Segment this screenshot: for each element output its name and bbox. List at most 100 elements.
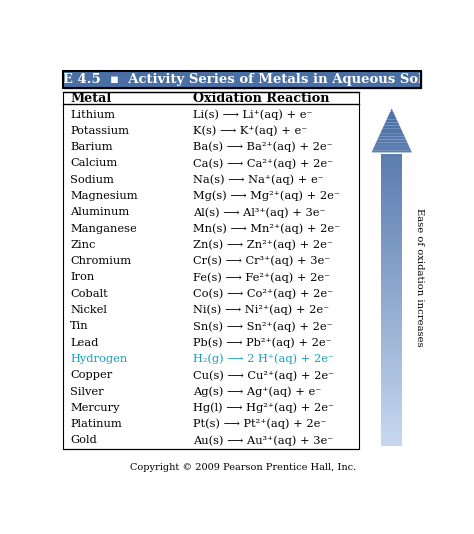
Text: Aluminum: Aluminum	[70, 207, 129, 217]
Polygon shape	[382, 418, 402, 421]
Polygon shape	[382, 356, 402, 359]
Text: Zinc: Zinc	[70, 240, 96, 250]
Polygon shape	[382, 128, 402, 131]
Polygon shape	[382, 342, 402, 345]
Text: Fe(s) ⟶ Fe²⁺(aq) + 2e⁻: Fe(s) ⟶ Fe²⁺(aq) + 2e⁻	[193, 272, 330, 283]
Text: Co(s) ⟶ Co²⁺(aq) + 2e⁻: Co(s) ⟶ Co²⁺(aq) + 2e⁻	[193, 288, 333, 299]
Polygon shape	[382, 261, 402, 263]
Polygon shape	[376, 139, 407, 142]
Polygon shape	[382, 244, 402, 247]
Polygon shape	[382, 379, 402, 382]
Polygon shape	[382, 179, 402, 182]
Text: Iron: Iron	[70, 272, 94, 282]
Text: Magnesium: Magnesium	[70, 191, 138, 201]
Polygon shape	[382, 359, 402, 362]
Polygon shape	[383, 125, 401, 128]
Polygon shape	[382, 224, 402, 227]
Polygon shape	[382, 433, 402, 435]
Polygon shape	[382, 444, 402, 446]
Text: Pb(s) ⟶ Pb²⁺(aq) + 2e⁻: Pb(s) ⟶ Pb²⁺(aq) + 2e⁻	[193, 337, 332, 348]
Text: Chromium: Chromium	[70, 256, 131, 266]
Polygon shape	[382, 373, 402, 376]
Polygon shape	[382, 309, 402, 311]
Polygon shape	[382, 303, 402, 305]
Polygon shape	[389, 111, 394, 114]
Polygon shape	[382, 154, 402, 156]
Polygon shape	[382, 340, 402, 342]
Polygon shape	[382, 297, 402, 300]
Polygon shape	[382, 176, 402, 179]
Polygon shape	[382, 398, 402, 402]
Text: Na(s) ⟶ Na⁺(aq) + e⁻: Na(s) ⟶ Na⁺(aq) + e⁻	[193, 175, 324, 185]
Polygon shape	[382, 249, 402, 252]
Polygon shape	[382, 404, 402, 407]
Polygon shape	[382, 351, 402, 354]
Polygon shape	[382, 235, 402, 238]
Text: Sodium: Sodium	[70, 175, 114, 185]
Polygon shape	[382, 345, 402, 348]
Text: Mg(s) ⟶ Mg²⁺(aq) + 2e⁻: Mg(s) ⟶ Mg²⁺(aq) + 2e⁻	[193, 191, 340, 201]
Polygon shape	[372, 151, 412, 152]
Polygon shape	[382, 334, 402, 336]
Text: Calcium: Calcium	[70, 159, 118, 168]
Text: Metal: Metal	[70, 91, 111, 105]
Polygon shape	[382, 376, 402, 379]
Text: Silver: Silver	[70, 387, 104, 397]
Text: Mercury: Mercury	[70, 403, 120, 413]
Polygon shape	[382, 429, 402, 433]
Text: Sn(s) ⟶ Sn²⁺(aq) + 2e⁻: Sn(s) ⟶ Sn²⁺(aq) + 2e⁻	[193, 321, 333, 332]
Polygon shape	[377, 137, 406, 139]
Text: Ease of oxidation increases: Ease of oxidation increases	[415, 208, 424, 347]
Polygon shape	[382, 266, 402, 269]
Text: Nickel: Nickel	[70, 305, 107, 315]
Polygon shape	[382, 325, 402, 328]
Polygon shape	[384, 123, 400, 125]
Polygon shape	[391, 108, 393, 111]
Polygon shape	[382, 247, 402, 249]
Polygon shape	[372, 148, 411, 151]
Text: Copyright © 2009 Pearson Prentice Hall, Inc.: Copyright © 2009 Pearson Prentice Hall, …	[130, 462, 356, 472]
Polygon shape	[382, 367, 402, 371]
Polygon shape	[382, 305, 402, 309]
Polygon shape	[382, 317, 402, 320]
Text: Ca(s) ⟶ Ca²⁺(aq) + 2e⁻: Ca(s) ⟶ Ca²⁺(aq) + 2e⁻	[193, 158, 333, 169]
Polygon shape	[382, 441, 402, 444]
Polygon shape	[382, 269, 402, 272]
Polygon shape	[382, 320, 402, 323]
Polygon shape	[382, 252, 402, 255]
Polygon shape	[382, 187, 402, 190]
Text: Tin: Tin	[70, 321, 89, 332]
Polygon shape	[382, 278, 402, 280]
Polygon shape	[382, 413, 402, 415]
Polygon shape	[382, 255, 402, 258]
Text: Zn(s) ⟶ Zn²⁺(aq) + 2e⁻: Zn(s) ⟶ Zn²⁺(aq) + 2e⁻	[193, 240, 333, 250]
Polygon shape	[382, 216, 402, 218]
Polygon shape	[375, 142, 409, 145]
Polygon shape	[374, 145, 410, 148]
Text: Hydrogen: Hydrogen	[70, 354, 128, 364]
Polygon shape	[386, 117, 397, 120]
Polygon shape	[382, 348, 402, 351]
Text: Gold: Gold	[70, 435, 97, 445]
Polygon shape	[382, 230, 402, 232]
Polygon shape	[382, 362, 402, 365]
Polygon shape	[382, 424, 402, 427]
Polygon shape	[382, 182, 402, 185]
Polygon shape	[382, 238, 402, 241]
Polygon shape	[382, 218, 402, 221]
Polygon shape	[382, 336, 402, 340]
Text: Potassium: Potassium	[70, 126, 129, 136]
Polygon shape	[382, 415, 402, 418]
Polygon shape	[382, 170, 402, 173]
Polygon shape	[382, 311, 402, 314]
Polygon shape	[382, 221, 402, 224]
Polygon shape	[382, 323, 402, 325]
Text: Platinum: Platinum	[70, 419, 122, 429]
Text: Ba(s) ⟶ Ba²⁺(aq) + 2e⁻: Ba(s) ⟶ Ba²⁺(aq) + 2e⁻	[193, 142, 333, 152]
Polygon shape	[382, 314, 402, 317]
Polygon shape	[382, 387, 402, 390]
Text: H₂(g) ⟶ 2 H⁺(aq) + 2e⁻: H₂(g) ⟶ 2 H⁺(aq) + 2e⁻	[193, 354, 334, 364]
Polygon shape	[382, 204, 402, 207]
Polygon shape	[382, 365, 402, 367]
Polygon shape	[382, 213, 402, 216]
